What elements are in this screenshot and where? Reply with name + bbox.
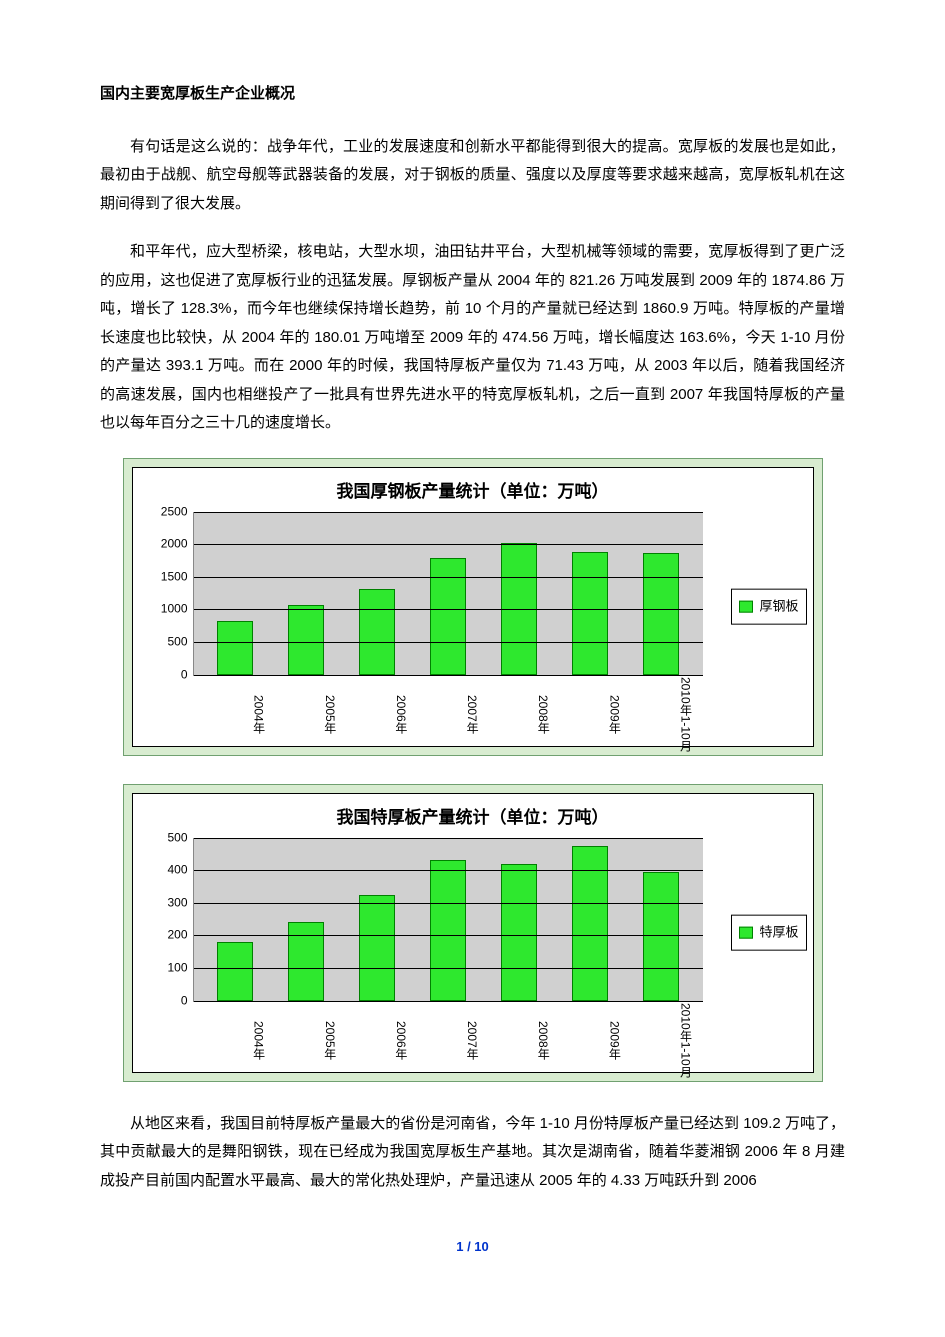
chart-bar xyxy=(288,922,324,1000)
chart-1-bars xyxy=(194,512,703,675)
chart-1-legend: 厚钢板 xyxy=(731,588,806,625)
chart-2-container: 我国特厚板产量统计（单位：万吨） 0100200300400500 2004年2… xyxy=(123,784,823,1082)
paragraph-2: 和平年代，应大型桥梁，核电站，大型水坝，油田钻井平台，大型机械等领域的需要，宽厚… xyxy=(100,238,845,438)
chart-bar xyxy=(359,895,395,1001)
chart-gridline xyxy=(194,1001,703,1002)
chart-xlabel: 2010年1-10月 xyxy=(625,680,696,746)
chart-ytick: 2500 xyxy=(161,500,194,523)
legend-swatch-icon xyxy=(739,927,753,939)
chart-gridline xyxy=(194,675,703,676)
chart-gridline xyxy=(194,609,703,610)
chart-xlabel: 2007年 xyxy=(412,680,483,746)
chart-2-legend-label: 特厚板 xyxy=(759,920,798,945)
chart-1-container: 我国厚钢板产量统计（单位：万吨） 05001000150020002500 20… xyxy=(123,458,823,756)
chart-1-title: 我国厚钢板产量统计（单位：万吨） xyxy=(133,468,813,514)
chart-xlabel: 2006年 xyxy=(341,680,412,746)
chart-xlabel: 2008年 xyxy=(483,680,554,746)
chart-2-title: 我国特厚板产量统计（单位：万吨） xyxy=(133,794,813,840)
chart-bar-slot xyxy=(626,512,697,675)
chart-bar xyxy=(430,860,466,1000)
chart-bar xyxy=(572,846,608,1001)
page-number: 1 / 10 xyxy=(100,1235,845,1260)
chart-bar-slot xyxy=(555,512,626,675)
chart-bar xyxy=(217,621,253,675)
chart-bar xyxy=(501,864,537,1001)
chart-bar-slot xyxy=(413,512,484,675)
chart-gridline xyxy=(194,544,703,545)
chart-gridline xyxy=(194,642,703,643)
chart-xlabel: 2008年 xyxy=(483,1006,554,1072)
chart-bar-slot xyxy=(271,512,342,675)
chart-2-bars xyxy=(194,838,703,1001)
chart-ytick: 1500 xyxy=(161,565,194,588)
chart-1: 我国厚钢板产量统计（单位：万吨） 05001000150020002500 20… xyxy=(132,467,814,747)
chart-xlabel: 2009年 xyxy=(554,680,625,746)
chart-bar-slot xyxy=(271,838,342,1001)
chart-2-legend: 特厚板 xyxy=(731,914,806,951)
chart-bar-slot xyxy=(555,838,626,1001)
chart-bar-slot xyxy=(484,512,555,675)
paragraph-3: 从地区来看，我国目前特厚板产量最大的省份是河南省，今年 1-10 月份特厚板产量… xyxy=(100,1110,845,1196)
chart-xlabel: 2010年1-10月 xyxy=(625,1006,696,1072)
chart-gridline xyxy=(194,935,703,936)
chart-ytick: 1000 xyxy=(161,598,194,621)
chart-1-xlabels: 2004年2005年2006年2007年2008年2009年2010年1-10月 xyxy=(193,680,703,746)
legend-swatch-icon xyxy=(739,601,753,613)
chart-ytick: 100 xyxy=(167,956,193,979)
chart-bar xyxy=(643,872,679,1000)
chart-xlabel: 2004年 xyxy=(199,1006,270,1072)
chart-ytick: 2000 xyxy=(161,533,194,556)
chart-bar-slot xyxy=(342,838,413,1001)
chart-bar xyxy=(359,589,395,674)
chart-xlabel: 2006年 xyxy=(341,1006,412,1072)
document-title: 国内主要宽厚板生产企业概况 xyxy=(100,80,845,109)
chart-ytick: 300 xyxy=(167,891,193,914)
chart-bar-slot xyxy=(484,838,555,1001)
chart-1-legend-label: 厚钢板 xyxy=(759,594,798,619)
chart-bar xyxy=(643,553,679,674)
chart-bar xyxy=(572,552,608,674)
chart-ytick: 200 xyxy=(167,924,193,947)
chart-gridline xyxy=(194,903,703,904)
chart-2-plot: 0100200300400500 xyxy=(193,838,703,1002)
chart-bar-slot xyxy=(413,838,484,1001)
chart-xlabel: 2004年 xyxy=(199,680,270,746)
chart-ytick: 500 xyxy=(167,630,193,653)
chart-gridline xyxy=(194,870,703,871)
chart-bar xyxy=(217,942,253,1001)
chart-gridline xyxy=(194,577,703,578)
chart-ytick: 500 xyxy=(167,826,193,849)
chart-bar-slot xyxy=(200,838,271,1001)
chart-bar-slot xyxy=(200,512,271,675)
chart-ytick: 400 xyxy=(167,859,193,882)
chart-gridline xyxy=(194,838,703,839)
chart-gridline xyxy=(194,512,703,513)
chart-xlabel: 2005年 xyxy=(270,1006,341,1072)
paragraph-1: 有句话是这么说的：战争年代，工业的发展速度和创新水平都能得到很大的提高。宽厚板的… xyxy=(100,133,845,219)
chart-xlabel: 2005年 xyxy=(270,680,341,746)
chart-1-plot: 05001000150020002500 xyxy=(193,512,703,676)
chart-xlabel: 2007年 xyxy=(412,1006,483,1072)
chart-2-xlabels: 2004年2005年2006年2007年2008年2009年2010年1-10月 xyxy=(193,1006,703,1072)
chart-bar-slot xyxy=(342,512,413,675)
chart-xlabel: 2009年 xyxy=(554,1006,625,1072)
chart-bar-slot xyxy=(626,838,697,1001)
chart-gridline xyxy=(194,968,703,969)
chart-bar xyxy=(288,605,324,674)
chart-2: 我国特厚板产量统计（单位：万吨） 0100200300400500 2004年2… xyxy=(132,793,814,1073)
